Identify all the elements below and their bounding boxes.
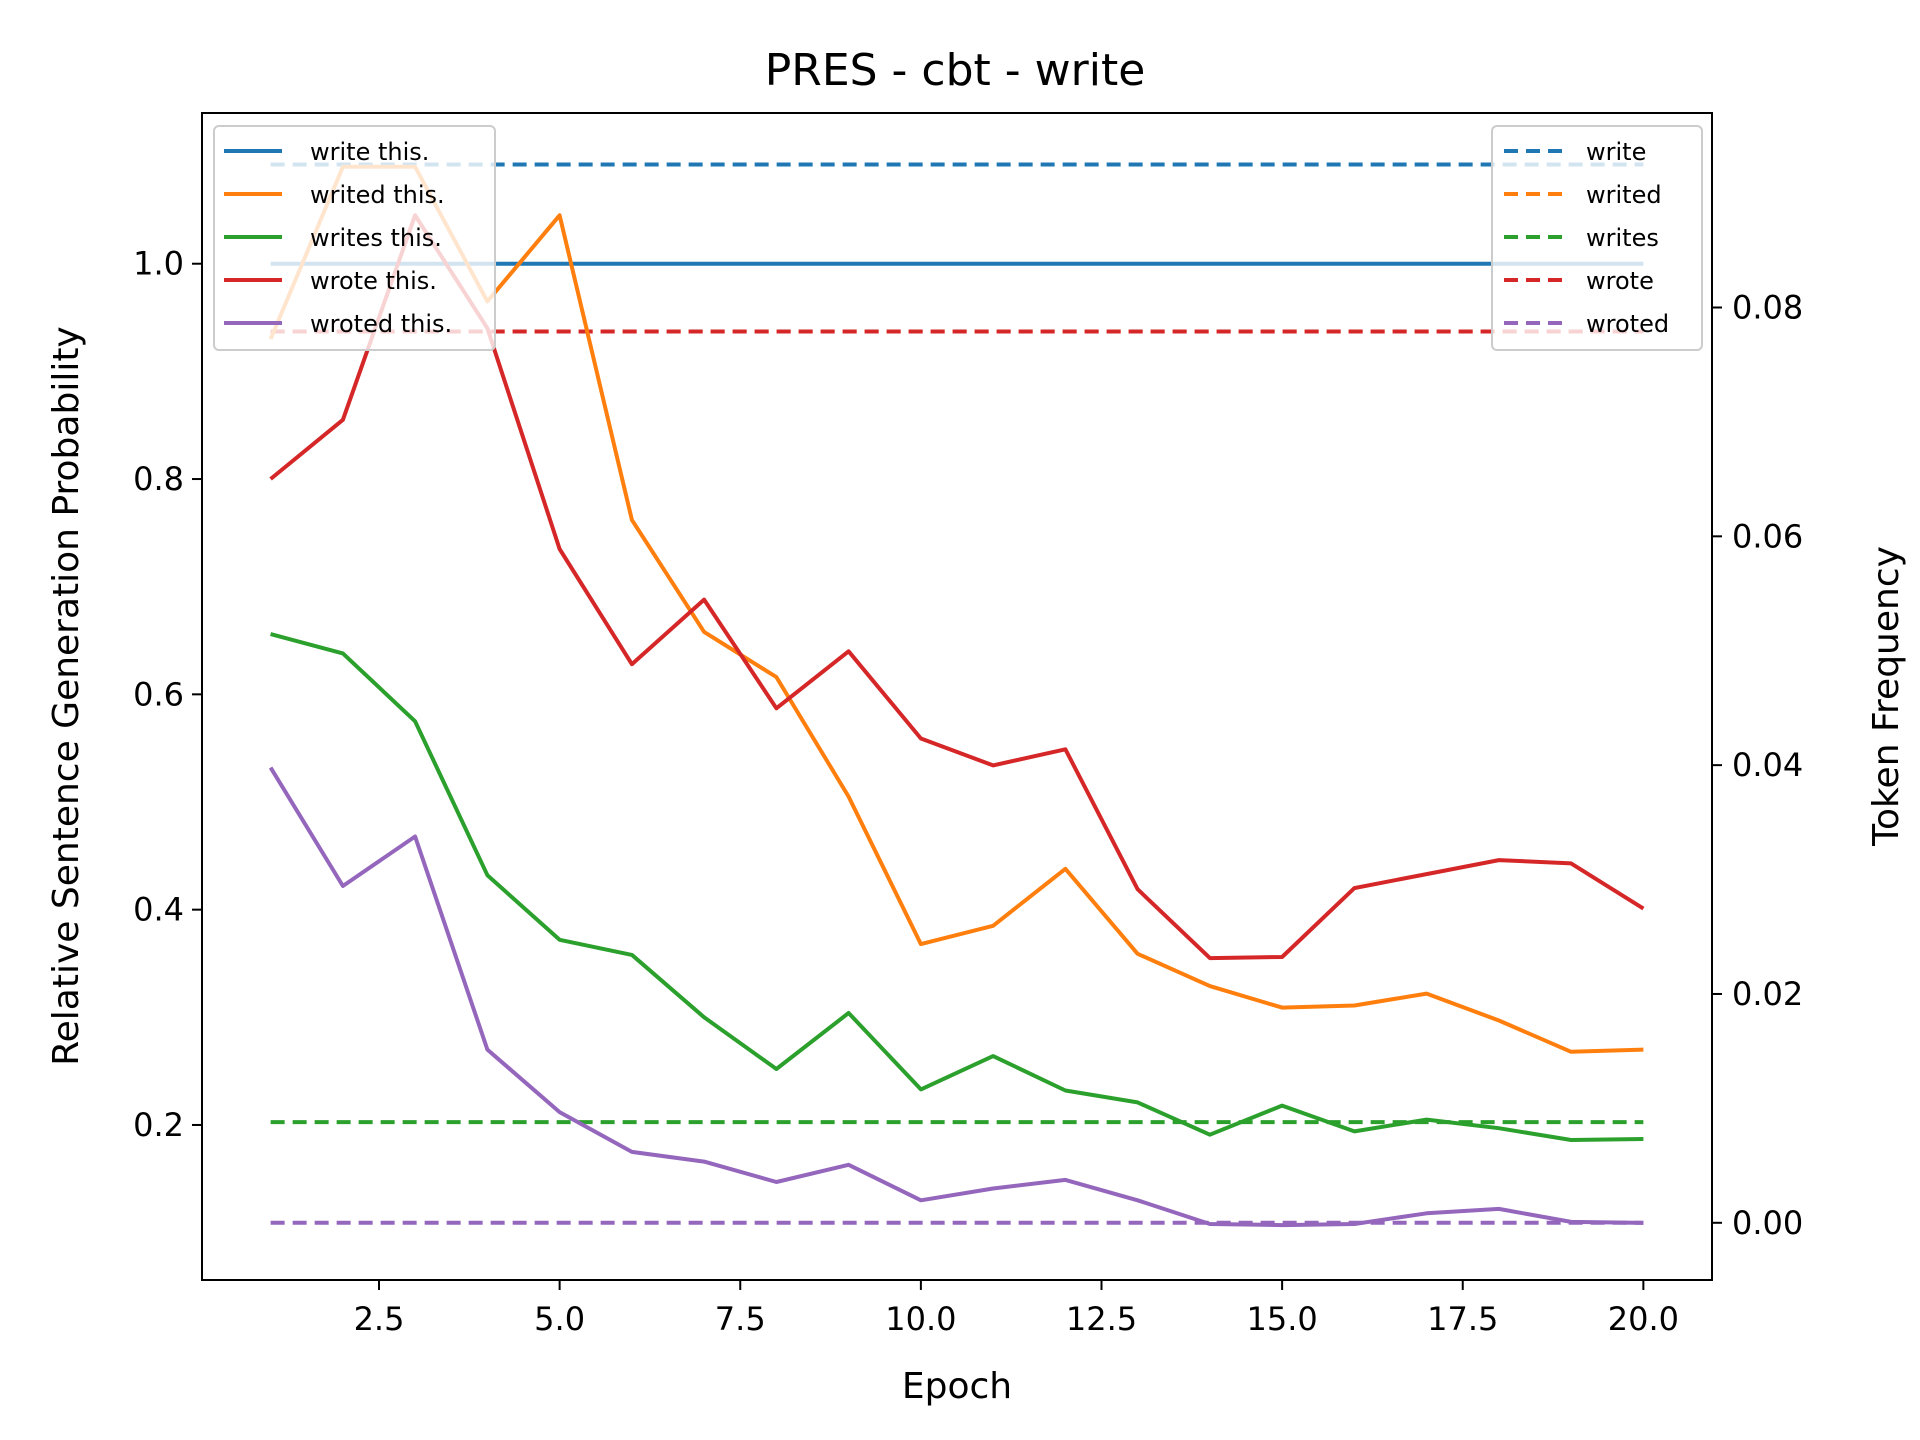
x-tick-label: 12.5: [1066, 1300, 1137, 1338]
legend-series-label: wrote this.: [310, 267, 437, 295]
x-axis-ticks: 2.5 5.0 7.5 10.0 12.5 15.0 17.5 20.0: [354, 1280, 1679, 1338]
x-axis-label: Epoch: [902, 1366, 1012, 1407]
x-tick-label: 7.5: [715, 1300, 766, 1338]
plot-frame: [201, 112, 1713, 1281]
series-line-1: [268, 164, 1644, 1054]
y2-tick-label: 0.04: [1732, 746, 1803, 784]
legend-token-frequency-label: writes: [1586, 224, 1659, 252]
legend-token-frequency-box: [1491, 125, 1703, 351]
series-line-2: [270, 632, 1644, 1142]
x-tick-label: 2.5: [354, 1300, 405, 1338]
y-tick-label: 0.4: [133, 891, 184, 929]
legend-series-label: writes this.: [310, 224, 442, 252]
y-axis-ticks: 0.2 0.4 0.6 0.8 1.0: [133, 245, 202, 1144]
y2-axis-ticks: 0.00 0.02 0.04 0.06 0.08: [1712, 289, 1803, 1242]
y2-tick-label: 0.08: [1732, 289, 1803, 327]
y-tick-label: 0.8: [133, 460, 184, 498]
legend-series-label: wroted this.: [310, 310, 452, 338]
legend-token-frequency-label: write: [1586, 138, 1646, 166]
legend-token-frequency: write writed writes wrote wroted: [1491, 125, 1703, 351]
token-frequency-lines: [270, 162, 1644, 1225]
legend-token-frequency-label: wroted: [1586, 310, 1669, 338]
legend-token-frequency-label: wrote: [1586, 267, 1654, 295]
y-axis-label: Relative Sentence Generation Probability: [46, 326, 87, 1065]
series-line-3: [269, 213, 1645, 961]
series-line-4: [268, 766, 1644, 1228]
y-tick-label: 0.2: [133, 1106, 184, 1144]
chart-title: PRES - cbt - write: [765, 45, 1146, 96]
legend-series-box: [213, 125, 496, 351]
legend-token-frequency-label: writed: [1586, 181, 1662, 209]
x-tick-label: 17.5: [1427, 1300, 1498, 1338]
x-tick-label: 15.0: [1246, 1300, 1317, 1338]
legend-series: write this. writed this. writes this. wrote…: [213, 125, 496, 351]
legend-series-label: writed this.: [310, 181, 445, 209]
y2-tick-label: 0.06: [1732, 517, 1803, 555]
y2-tick-label: 0.00: [1732, 1204, 1803, 1242]
probability-lines: [268, 164, 1645, 1228]
x-tick-label: 20.0: [1608, 1300, 1679, 1338]
x-tick-label: 5.0: [534, 1300, 585, 1338]
legend-series-label: write this.: [310, 138, 429, 166]
y2-tick-label: 0.02: [1732, 975, 1803, 1013]
y-tick-label: 1.0: [133, 245, 184, 283]
x-tick-label: 10.0: [885, 1300, 956, 1338]
y2-axis-label: Token Frequency: [1866, 546, 1907, 847]
y-tick-label: 0.6: [133, 675, 184, 713]
